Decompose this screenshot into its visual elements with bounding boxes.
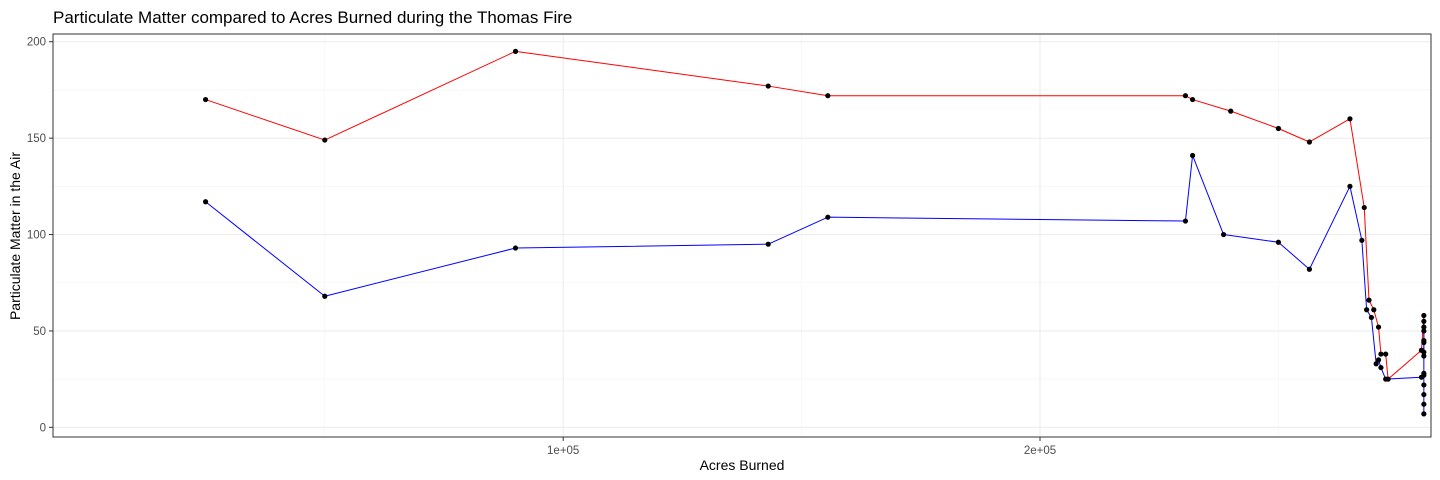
axes: 0 50 100 150 200 1e+05 2e+05 [27, 37, 1056, 457]
data-point [1359, 237, 1365, 243]
data-point [202, 199, 209, 205]
data-point [1421, 349, 1427, 355]
data-point [1421, 324, 1427, 330]
data-point [1275, 125, 1282, 132]
y-tick-label: 100 [27, 230, 46, 242]
data-point [1421, 411, 1427, 417]
series-line-2 [205, 154, 1425, 415]
data-point [1421, 370, 1427, 376]
data-point [1275, 239, 1282, 245]
data-point [1375, 324, 1382, 330]
panel-border [52, 33, 1432, 438]
data-point [825, 93, 831, 99]
data-point [1375, 357, 1382, 363]
data-point [512, 48, 519, 54]
data-point [1383, 376, 1389, 382]
data-point [1306, 266, 1313, 272]
data-point [765, 241, 771, 247]
y-tick-label: 50 [33, 326, 46, 338]
data-point [1371, 307, 1377, 313]
data-point [1378, 351, 1384, 357]
data-point [1361, 204, 1367, 211]
data-point [1421, 312, 1427, 319]
data-point [1421, 328, 1427, 334]
data-point [1189, 152, 1196, 159]
data-point [1182, 93, 1189, 99]
data-point [1421, 318, 1427, 324]
data-point [1373, 361, 1379, 367]
data-point [1306, 139, 1313, 145]
data-point [1347, 183, 1353, 189]
data-point [1228, 108, 1234, 114]
data-point [1189, 96, 1196, 103]
data-point [1421, 401, 1427, 407]
data-point [1421, 339, 1427, 346]
data-point [1421, 382, 1427, 388]
data-point [1366, 297, 1372, 303]
y-axis-title: Particulate Matter in the Air [7, 152, 23, 320]
data-point [1364, 307, 1370, 313]
y-tick-label: 200 [27, 37, 46, 49]
x-tick-label: 2e+05 [1024, 445, 1056, 457]
series-lines [205, 50, 1425, 415]
data-point [1421, 391, 1427, 398]
grid [53, 34, 1431, 437]
series-line-1 [205, 50, 1425, 380]
x-tick-label: 1e+05 [547, 445, 579, 457]
data-point [765, 83, 771, 89]
y-tick-label: 150 [27, 133, 46, 145]
data-point [1368, 314, 1374, 321]
data-point [1347, 116, 1353, 122]
data-point [322, 137, 328, 143]
data-point [512, 245, 519, 251]
data-point [1383, 351, 1389, 357]
data-point [322, 293, 328, 299]
y-tick-label: 0 [40, 422, 46, 434]
data-point [1220, 231, 1227, 238]
data-point [825, 214, 831, 220]
data-point [1421, 353, 1427, 359]
data-point [1378, 364, 1384, 371]
data-points [202, 48, 1427, 417]
chart-title: Particulate Matter compared to Acres Bur… [53, 8, 572, 27]
data-point [202, 96, 209, 103]
x-axis-title: Acres Burned [700, 457, 785, 473]
data-point [1182, 218, 1189, 224]
